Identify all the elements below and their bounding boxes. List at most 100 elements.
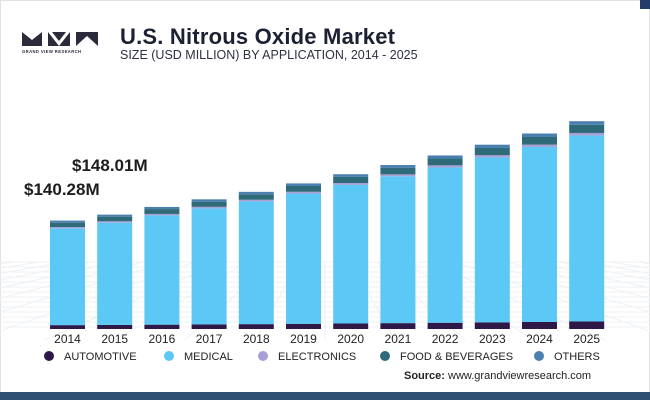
bar-segment-medical-2015 [97,222,133,325]
bar-segment-others-2025 [569,121,605,125]
bar-segment-electronics-2021 [380,174,416,177]
bar-segment-electronics-2022 [427,165,463,168]
bar-segment-food-beverages-2014 [50,222,85,227]
bar-segment-food-beverages-2024 [522,136,557,145]
bar-segment-medical-2019 [286,193,321,324]
bar-segment-others-2024 [522,133,557,137]
bar-segment-others-2015 [97,214,133,217]
bar-segment-automotive-2021 [380,323,416,329]
grid-line [402,261,536,341]
bar-segment-medical-2020 [333,184,369,324]
bar-segment-medical-2023 [474,157,510,323]
bar-segment-others-2018 [238,191,274,195]
bar-segment-electronics-2023 [474,155,510,158]
legend-label-medical: MEDICAL [184,351,233,363]
bar-segment-electronics-2018 [238,199,274,202]
x-tick-label: 2025 [573,332,600,346]
bar-segment-food-beverages-2022 [427,158,463,166]
bar-segment-food-beverages-2017 [191,201,227,207]
bar-2015 [97,214,133,329]
source-url: www.grandviewresearch.com [448,370,592,382]
grid-line [636,261,650,265]
bar-segment-medical-2014 [50,228,85,326]
bar-segment-others-2017 [191,199,227,202]
bar-segment-food-beverages-2025 [569,124,605,133]
grid-line [114,261,248,341]
chart-subtitle: SIZE (USD MILLION) BY APPLICATION, 2014 … [120,48,418,62]
bar-2022 [427,155,463,329]
source-note: Source: www.grandviewresearch.com [404,370,591,382]
total-label-2014: $140.28M [24,180,100,199]
bar-segment-food-beverages-2015 [97,216,133,222]
bar-segment-others-2022 [427,155,463,159]
x-tick-label: 2014 [54,332,81,346]
legend-swatch-electronics [258,351,268,361]
x-tick-label: 2022 [432,332,459,346]
bar-segment-others-2021 [380,165,416,168]
bar-segment-automotive-2014 [50,325,85,329]
grid-line [0,261,144,299]
bar-segment-automotive-2025 [569,321,605,329]
bar-segment-others-2020 [333,174,369,177]
bar-segment-automotive-2024 [522,321,557,329]
legend-label-food-beverages: FOOD & BEVERAGES [400,351,514,363]
bar-segment-automotive-2015 [97,324,133,329]
grid-line [0,261,92,281]
bar-segment-electronics-2019 [286,191,321,194]
total-label-2015: $148.01M [72,156,148,175]
legend-label-others: OTHERS [554,351,600,363]
legend-item-automotive: AUTOMOTIVE [44,351,137,363]
chart-title: U.S. Nitrous Oxide Market [120,24,396,49]
bar-segment-medical-2017 [191,208,227,325]
legend-swatch-others [534,351,544,361]
bar-segment-electronics-2017 [191,206,227,209]
bar-2014 [50,220,85,329]
bar-segment-food-beverages-2016 [144,209,180,214]
x-tick-label: 2015 [101,332,128,346]
bar-2025 [569,121,605,329]
x-tick-label: 2023 [479,332,506,346]
legend-label-automotive: AUTOMOTIVE [64,351,137,363]
chart-legend: AUTOMOTIVE MEDICAL ELECTRONICS FOOD & BE… [44,351,644,365]
legend-swatch-medical [164,351,174,361]
x-tick-label: 2017 [196,332,223,346]
bar-segment-automotive-2018 [238,324,274,329]
bar-segment-automotive-2019 [286,323,321,329]
bar-segment-automotive-2022 [427,322,463,329]
bar-2016 [144,206,180,329]
bar-segment-automotive-2020 [333,323,369,329]
legend-item-medical: MEDICAL [164,351,233,363]
x-tick-label: 2024 [526,332,553,346]
bar-2024 [522,133,557,329]
footer-bar [0,392,650,400]
bar-segment-automotive-2016 [144,324,180,329]
x-tick-label: 2020 [337,332,364,346]
legend-label-electronics: ELECTRONICS [278,351,357,363]
x-tick-label: 2019 [290,332,317,346]
bar-segment-medical-2018 [238,201,274,325]
legend-item-others: OTHERS [534,351,600,363]
bar-segment-electronics-2025 [569,132,605,136]
bar-segment-electronics-2015 [97,221,133,223]
bar-segment-others-2014 [50,220,85,223]
bar-segment-electronics-2016 [144,213,180,216]
grid-line [558,261,650,281]
bar-segment-food-beverages-2023 [474,147,510,156]
bar-segment-medical-2024 [522,146,557,322]
bar-2020 [333,174,369,329]
bar-segment-food-beverages-2019 [286,185,321,192]
grid-line [506,261,650,299]
x-tick-label: 2018 [243,332,270,346]
bar-segment-food-beverages-2018 [238,194,274,200]
x-tick-label: 2016 [149,332,176,346]
source-label: Source: [404,370,445,382]
bar-segment-medical-2025 [569,135,605,322]
bar-segment-electronics-2024 [522,144,557,147]
bar-segment-electronics-2020 [333,183,369,185]
bar-segment-electronics-2014 [50,227,85,229]
legend-item-food-beverages: FOOD & BEVERAGES [380,351,513,363]
x-tick-label: 2021 [385,332,412,346]
bar-2023 [474,144,510,329]
bar-segment-others-2019 [286,183,321,186]
